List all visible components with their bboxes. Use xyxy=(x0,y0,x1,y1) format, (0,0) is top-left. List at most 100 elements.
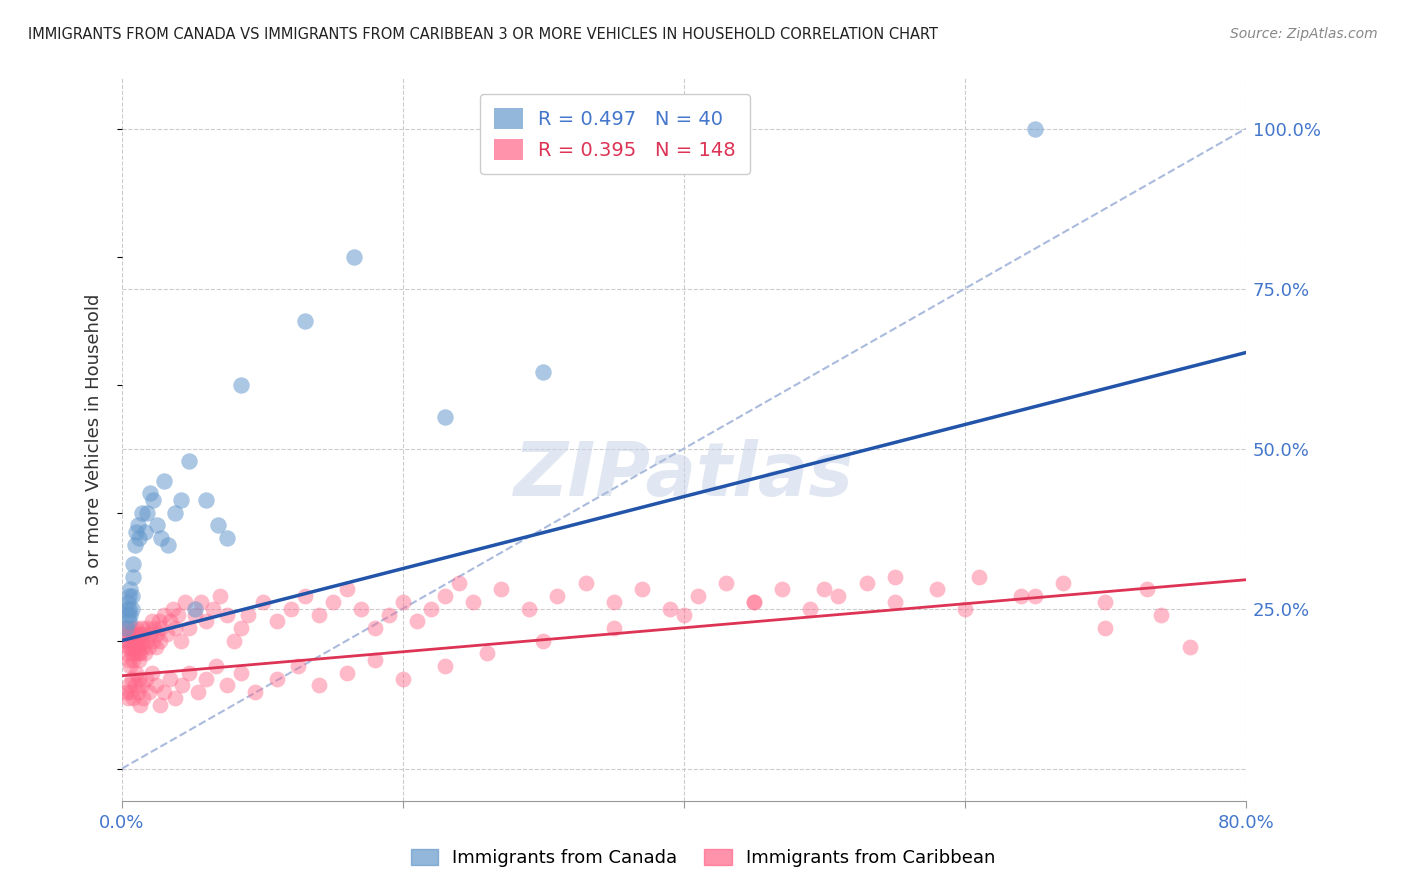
Point xyxy=(122,627,145,641)
Text: ZIPatlas: ZIPatlas xyxy=(515,439,853,512)
Point xyxy=(149,633,172,648)
Point xyxy=(141,665,163,680)
Point xyxy=(184,601,207,615)
Point xyxy=(129,698,152,712)
Point xyxy=(115,601,138,615)
Point xyxy=(174,595,197,609)
Point xyxy=(1136,582,1159,597)
Point xyxy=(1094,595,1116,609)
Point xyxy=(434,659,457,673)
Point xyxy=(120,627,142,641)
Point xyxy=(813,582,835,597)
Point xyxy=(179,665,201,680)
Point xyxy=(131,678,153,692)
Point xyxy=(159,615,181,629)
Point xyxy=(124,537,146,551)
Point xyxy=(122,691,145,706)
Point xyxy=(799,601,821,615)
Point xyxy=(139,486,162,500)
Point xyxy=(170,492,193,507)
Point xyxy=(195,672,218,686)
Point xyxy=(150,621,173,635)
Point xyxy=(125,627,148,641)
Point xyxy=(770,582,793,597)
Point xyxy=(118,589,141,603)
Point xyxy=(364,653,387,667)
Point xyxy=(127,684,149,698)
Point xyxy=(742,595,765,609)
Point xyxy=(114,621,136,635)
Point xyxy=(165,691,187,706)
Point xyxy=(159,672,181,686)
Point xyxy=(120,607,142,622)
Point xyxy=(686,589,709,603)
Point xyxy=(127,646,149,660)
Point xyxy=(136,621,159,635)
Point xyxy=(195,615,218,629)
Point xyxy=(150,531,173,545)
Point xyxy=(141,615,163,629)
Point xyxy=(245,684,267,698)
Point xyxy=(217,678,239,692)
Point xyxy=(146,627,169,641)
Point xyxy=(165,506,187,520)
Point xyxy=(132,640,155,654)
Point xyxy=(118,653,141,667)
Point xyxy=(658,153,681,168)
Point xyxy=(117,691,139,706)
Point xyxy=(231,377,253,392)
Point xyxy=(1094,621,1116,635)
Point xyxy=(883,595,905,609)
Point xyxy=(118,633,141,648)
Point xyxy=(190,595,212,609)
Point xyxy=(156,627,179,641)
Point xyxy=(131,506,153,520)
Point xyxy=(378,607,401,622)
Point xyxy=(157,537,180,551)
Point xyxy=(124,646,146,660)
Point xyxy=(602,595,624,609)
Point xyxy=(124,678,146,692)
Point xyxy=(207,518,229,533)
Point xyxy=(128,672,150,686)
Point xyxy=(714,576,737,591)
Point xyxy=(129,627,152,641)
Point xyxy=(115,646,138,660)
Point xyxy=(491,582,513,597)
Point xyxy=(117,640,139,654)
Point xyxy=(136,506,159,520)
Point xyxy=(827,589,849,603)
Point xyxy=(1150,607,1173,622)
Point xyxy=(308,607,330,622)
Point xyxy=(238,607,260,622)
Point xyxy=(184,607,207,622)
Point xyxy=(287,659,309,673)
Point xyxy=(142,633,165,648)
Point xyxy=(294,313,316,327)
Point xyxy=(602,621,624,635)
Point xyxy=(125,524,148,539)
Point xyxy=(121,672,143,686)
Point xyxy=(967,569,990,583)
Text: IMMIGRANTS FROM CANADA VS IMMIGRANTS FROM CARIBBEAN 3 OR MORE VEHICLES IN HOUSEH: IMMIGRANTS FROM CANADA VS IMMIGRANTS FRO… xyxy=(28,27,938,42)
Point xyxy=(124,633,146,648)
Point xyxy=(231,665,253,680)
Point xyxy=(138,640,160,654)
Point xyxy=(120,582,142,597)
Point xyxy=(138,684,160,698)
Point xyxy=(547,589,569,603)
Point xyxy=(434,409,457,424)
Point xyxy=(128,531,150,545)
Point xyxy=(1024,589,1046,603)
Point xyxy=(187,684,209,698)
Point xyxy=(266,615,288,629)
Point xyxy=(855,576,877,591)
Point xyxy=(252,595,274,609)
Point xyxy=(118,678,141,692)
Point xyxy=(118,601,141,615)
Point xyxy=(143,621,166,635)
Legend: Immigrants from Canada, Immigrants from Caribbean: Immigrants from Canada, Immigrants from … xyxy=(404,841,1002,874)
Point xyxy=(350,601,373,615)
Point xyxy=(392,672,415,686)
Point xyxy=(322,595,344,609)
